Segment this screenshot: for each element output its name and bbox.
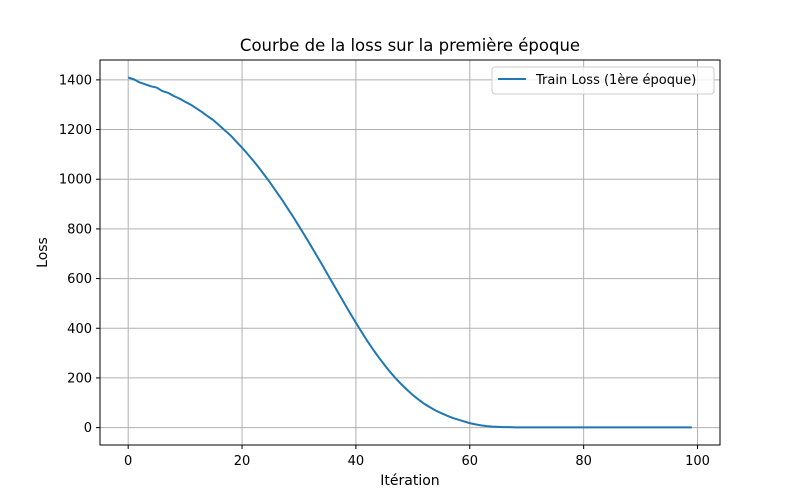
y-tick-label: 200 <box>67 371 92 386</box>
grid <box>100 60 720 445</box>
y-tick-label: 400 <box>67 322 92 337</box>
y-tick-label: 600 <box>67 272 92 287</box>
x-tick-label: 20 <box>234 454 251 469</box>
x-tick-label: 60 <box>462 454 479 469</box>
x-axis-label: Itération <box>380 473 439 489</box>
y-tick-label: 1200 <box>59 123 92 138</box>
legend: Train Loss (1ère époque) <box>491 66 715 95</box>
series-layer <box>127 76 692 429</box>
x-tick-label: 0 <box>124 454 132 469</box>
y-tick-label: 0 <box>84 421 92 436</box>
y-tick-label: 1400 <box>59 73 92 88</box>
plot-frame <box>99 59 721 446</box>
series-line-train-loss <box>127 76 692 429</box>
y-tick-label: 800 <box>67 222 92 237</box>
y-axis-label: Loss <box>35 237 51 268</box>
legend-entry-train-loss: Train Loss (1ère époque) <box>535 73 696 88</box>
x-tick-label: 100 <box>685 454 710 469</box>
legend-box <box>491 66 715 95</box>
chart-title: Courbe de la loss sur la première époque <box>240 36 580 55</box>
y-tick-label: 1000 <box>59 173 92 188</box>
x-tick-label: 80 <box>575 454 592 469</box>
x-tick-label: 40 <box>348 454 365 469</box>
